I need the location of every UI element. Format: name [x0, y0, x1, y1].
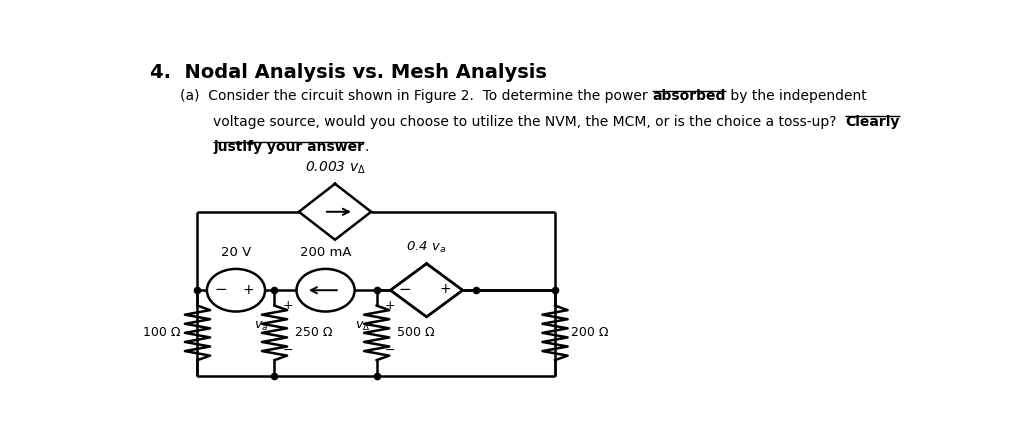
Text: $v_\Delta$: $v_\Delta$	[355, 319, 370, 333]
Text: 500 Ω: 500 Ω	[397, 326, 435, 339]
Text: −: −	[399, 282, 411, 297]
Text: 250 Ω: 250 Ω	[295, 326, 333, 339]
Text: 100 Ω: 100 Ω	[143, 326, 180, 339]
Text: Clearly: Clearly	[846, 115, 899, 128]
Ellipse shape	[296, 269, 355, 311]
Text: 0.4 $v_a$: 0.4 $v_a$	[407, 240, 446, 255]
Text: −: −	[214, 282, 227, 297]
Text: 0.003 $v_\Delta$: 0.003 $v_\Delta$	[304, 160, 365, 176]
Text: 200 mA: 200 mA	[300, 246, 351, 259]
Text: −: −	[282, 344, 293, 357]
Text: (a)  Consider the circuit shown in Figure 2.  To determine the power: (a) Consider the circuit shown in Figure…	[180, 89, 652, 103]
Text: absorbed: absorbed	[652, 89, 726, 103]
Text: justify your answer: justify your answer	[213, 140, 364, 154]
Text: 200 Ω: 200 Ω	[571, 326, 608, 339]
Text: 20 V: 20 V	[221, 246, 251, 259]
Ellipse shape	[207, 269, 265, 311]
Text: voltage source, would you choose to utilize the NVM, the MCM, or is the choice a: voltage source, would you choose to util…	[213, 115, 846, 128]
Text: +: +	[440, 282, 451, 296]
Text: by the independent: by the independent	[726, 89, 866, 103]
Text: +: +	[282, 299, 293, 312]
Text: .: .	[364, 140, 368, 154]
Text: $v_a$: $v_a$	[255, 319, 268, 333]
Text: +: +	[384, 299, 395, 312]
Text: −: −	[384, 344, 395, 357]
Polygon shape	[390, 264, 462, 317]
Text: +: +	[242, 283, 255, 296]
Text: 4.  Nodal Analysis vs. Mesh Analysis: 4. Nodal Analysis vs. Mesh Analysis	[150, 63, 548, 82]
